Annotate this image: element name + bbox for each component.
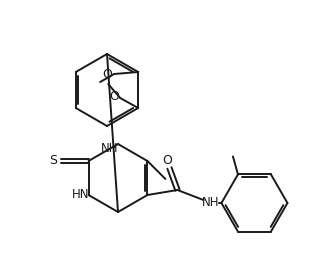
Text: O: O (109, 89, 119, 102)
Text: NH: NH (202, 196, 219, 209)
Text: NH: NH (101, 141, 119, 154)
Text: S: S (49, 154, 58, 167)
Text: HN: HN (72, 189, 89, 202)
Text: O: O (102, 69, 112, 82)
Text: O: O (163, 153, 172, 166)
